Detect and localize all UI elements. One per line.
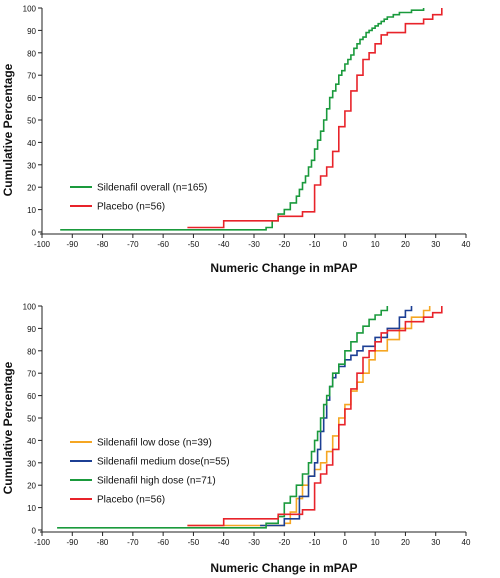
y-tick-label: 0: [32, 229, 37, 238]
y-tick-label: 100: [23, 5, 37, 14]
series-line-2: [260, 306, 413, 527]
x-axis-title: Numeric Change in mPAP: [210, 261, 357, 275]
y-tick-label: 80: [27, 49, 36, 58]
y-tick-label: 60: [27, 94, 36, 103]
x-tick-label: -100: [34, 240, 51, 249]
y-axis-title: Cumulative Percentage: [1, 361, 15, 494]
y-tick-label: 10: [27, 206, 36, 215]
x-tick-label: 0: [343, 240, 348, 249]
x-tick-label: -80: [97, 538, 109, 547]
y-axis-title: Cumulative Percentage: [1, 63, 15, 196]
y-tick-label: 10: [27, 504, 36, 513]
x-tick-label: 40: [462, 240, 471, 249]
legend-label: Placebo (n=56): [97, 202, 165, 213]
y-tick-label: 70: [27, 72, 36, 81]
x-tick-label: -90: [67, 538, 79, 547]
y-tick-label: 60: [27, 392, 36, 401]
x-axis-title: Numeric Change in mPAP: [210, 561, 357, 575]
y-tick-label: 40: [27, 139, 36, 148]
x-tick-label: -10: [309, 240, 321, 249]
y-tick-label: 90: [27, 325, 36, 334]
y-tick-label: 80: [27, 347, 36, 356]
x-tick-label: -90: [67, 240, 79, 249]
y-tick-label: 20: [27, 184, 36, 193]
x-tick-label: -40: [218, 240, 230, 249]
y-tick-label: 50: [27, 415, 36, 424]
x-tick-label: 10: [371, 538, 380, 547]
x-tick-label: 10: [371, 240, 380, 249]
y-tick-label: 0: [32, 527, 37, 536]
x-tick-label: -10: [309, 538, 321, 547]
x-tick-label: -50: [188, 538, 200, 547]
y-tick-label: 100: [23, 303, 37, 312]
legend-label: Sildenafil high dose (n=71): [97, 476, 216, 487]
x-tick-label: -60: [157, 240, 169, 249]
x-tick-label: -70: [127, 538, 139, 547]
legend-label: Sildenafil low dose (n=39): [97, 438, 212, 449]
legend-label: Sildenafil overall (n=165): [97, 183, 207, 194]
x-tick-label: 20: [401, 240, 410, 249]
x-tick-label: -30: [248, 240, 260, 249]
y-tick-label: 70: [27, 370, 36, 379]
series-line-3: [57, 306, 389, 529]
x-tick-label: 0: [343, 538, 348, 547]
x-tick-label: -100: [34, 538, 51, 547]
x-tick-label: -20: [279, 538, 291, 547]
x-tick-label: 30: [431, 538, 440, 547]
legend-label: Sildenafil medium dose(n=55): [97, 457, 230, 468]
x-tick-label: -50: [188, 240, 200, 249]
x-tick-label: -30: [248, 538, 260, 547]
series-line-4: [187, 306, 443, 527]
y-tick-label: 90: [27, 27, 36, 36]
y-tick-label: 30: [27, 459, 36, 468]
x-tick-label: -20: [279, 240, 291, 249]
x-tick-label: 30: [431, 240, 440, 249]
y-tick-label: 50: [27, 117, 36, 126]
y-tick-label: 40: [27, 437, 36, 446]
y-tick-label: 20: [27, 482, 36, 491]
series-line-2: [187, 8, 443, 229]
x-tick-label: -60: [157, 538, 169, 547]
x-tick-label: -80: [97, 240, 109, 249]
legend-label: Placebo (n=56): [97, 495, 165, 506]
x-tick-label: -40: [218, 538, 230, 547]
series-line-1: [60, 8, 425, 231]
x-tick-label: 40: [462, 538, 471, 547]
x-tick-label: 20: [401, 538, 410, 547]
y-tick-label: 30: [27, 161, 36, 170]
x-tick-label: -70: [127, 240, 139, 249]
